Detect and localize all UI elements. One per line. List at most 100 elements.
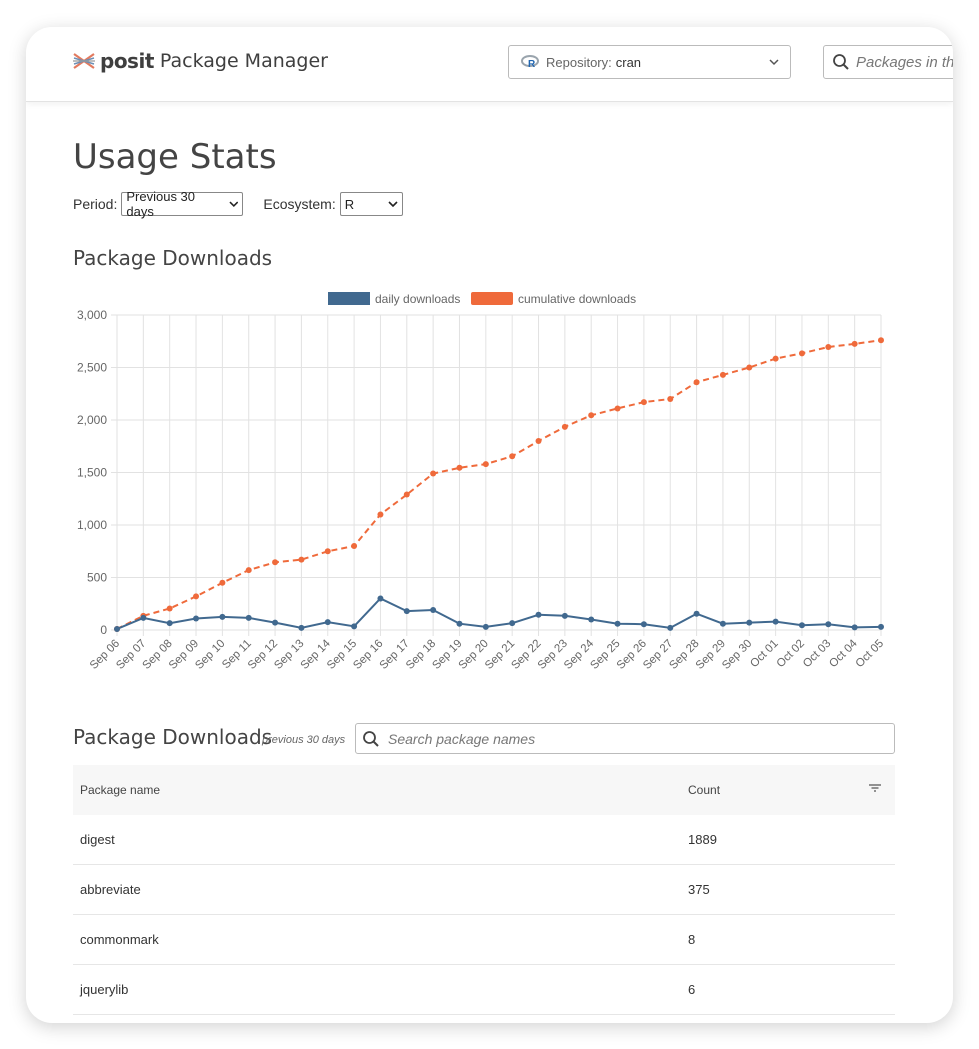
daily-downloads-point	[772, 618, 779, 625]
x-tick-label: Oct 02	[775, 638, 807, 670]
chevron-down-icon	[769, 59, 779, 66]
x-tick-label: Oct 05	[854, 638, 886, 670]
daily-downloads-point	[640, 621, 647, 628]
chart-heading: Package Downloads	[73, 246, 273, 270]
ecosystem-value: R	[344, 196, 355, 212]
column-header-count[interactable]: Count	[681, 765, 895, 815]
daily-downloads-point	[351, 623, 358, 630]
ecosystem-select[interactable]: R	[339, 192, 403, 216]
cumulative-downloads-point	[693, 379, 700, 386]
r-logo-icon: R	[521, 55, 539, 69]
table-row[interactable]: digest 1889	[73, 815, 895, 865]
package-name-cell: digest	[73, 815, 681, 865]
package-name-cell: abbreviate	[73, 864, 681, 915]
cumulative-downloads-line	[116, 339, 882, 630]
daily-downloads-point	[878, 623, 884, 630]
chevron-down-icon	[388, 201, 398, 208]
daily-downloads-point	[193, 615, 200, 622]
y-tick-label: 1,000	[77, 518, 107, 532]
daily-downloads-point	[798, 622, 805, 629]
sort-icon[interactable]	[868, 783, 882, 793]
daily-downloads-point	[719, 620, 726, 627]
posit-logo-icon	[73, 53, 95, 69]
cumulative-downloads-point	[324, 548, 331, 555]
cumulative-downloads-point	[351, 543, 358, 549]
cumulative-downloads-point	[719, 371, 726, 378]
daily-downloads-point	[114, 625, 120, 632]
cumulative-downloads-point	[772, 355, 779, 362]
page-title: Usage Stats	[73, 137, 277, 177]
cumulative-downloads-point	[166, 605, 173, 612]
top-navbar: posit Package Manager R Repository: cran…	[26, 27, 953, 102]
table-row[interactable]: abbreviate 375	[73, 864, 895, 915]
search-placeholder: Packages in the	[856, 53, 953, 71]
x-tick-label: Oct 03	[801, 638, 833, 670]
cumulative-downloads-point	[193, 593, 200, 600]
column-header-count-label: Count	[688, 783, 721, 797]
cumulative-downloads-point	[825, 344, 832, 351]
cumulative-downloads-point	[298, 556, 305, 563]
daily-downloads-point	[377, 595, 384, 602]
ecosystem-label: Ecosystem:	[263, 196, 336, 212]
daily-downloads-point	[746, 619, 753, 626]
svg-text:R: R	[528, 59, 536, 69]
cumulative-downloads-point	[377, 511, 384, 518]
daily-downloads-point	[693, 610, 700, 617]
table-row[interactable]: commonmark 8	[73, 914, 895, 965]
daily-downloads-point	[509, 620, 516, 627]
daily-downloads-point	[430, 607, 437, 614]
cumulative-downloads-point	[403, 491, 410, 498]
column-header-package-name[interactable]: Package name	[80, 783, 161, 797]
posit-logo[interactable]: posit Package Manager	[72, 47, 328, 75]
search-icon	[363, 730, 379, 747]
x-tick-label: Sep 30	[720, 638, 754, 672]
package-search-input[interactable]: Packages in the	[823, 45, 953, 79]
count-cell: 1889	[681, 815, 895, 865]
table-subheading: previous 30 days	[262, 734, 346, 746]
y-tick-label: 0	[100, 623, 107, 637]
filter-bar: Period: Previous 30 days Ecosystem: R	[73, 189, 403, 219]
cumulative-downloads-point	[219, 579, 226, 586]
y-tick-label: 500	[87, 571, 107, 585]
x-tick-label: Oct 04	[827, 637, 860, 670]
daily-downloads-point	[403, 608, 410, 615]
daily-downloads-point	[667, 624, 674, 631]
period-select[interactable]: Previous 30 days	[121, 189, 244, 219]
cumulative-downloads-point	[482, 461, 489, 468]
package-name-search-input[interactable]: Search package names	[355, 723, 895, 754]
daily-downloads-point	[456, 620, 463, 627]
package-name-cell: jquerylib	[73, 964, 681, 1015]
count-cell: 375	[681, 864, 895, 915]
period-value: Previous 30 days	[126, 189, 196, 219]
legend-label-daily: daily downloads	[375, 292, 460, 306]
table-row[interactable]: jquerylib 6	[73, 964, 895, 1015]
daily-downloads-point	[825, 621, 832, 628]
repository-select[interactable]: R Repository: cran	[508, 45, 791, 79]
x-tick-label: Oct 01	[748, 638, 780, 670]
daily-downloads-point	[272, 619, 279, 626]
count-cell: 6	[681, 964, 895, 1015]
daily-downloads-point	[140, 614, 147, 621]
legend-label-cumulative: cumulative downloads	[518, 292, 636, 306]
cumulative-downloads-point	[878, 337, 884, 344]
daily-downloads-point	[561, 612, 568, 619]
period-label: Period:	[73, 196, 118, 212]
cumulative-downloads-point	[746, 364, 753, 371]
daily-downloads-line	[116, 597, 882, 630]
daily-downloads-point	[851, 624, 858, 631]
count-cell: 8	[681, 914, 895, 965]
y-tick-label: 2,500	[77, 361, 107, 375]
y-tick-label: 2,000	[77, 413, 107, 427]
daily-downloads-point	[588, 616, 595, 623]
search-icon	[833, 54, 849, 70]
cumulative-downloads-point	[456, 464, 463, 471]
table-heading: Package Downloads	[73, 725, 273, 749]
product-name: Package Manager	[159, 50, 328, 72]
cumulative-downloads-point	[535, 438, 542, 444]
chevron-down-icon	[229, 201, 238, 208]
daily-downloads-point	[482, 623, 489, 630]
daily-downloads-point	[535, 611, 542, 618]
cumulative-downloads-point	[614, 405, 621, 412]
daily-downloads-point	[245, 614, 252, 621]
